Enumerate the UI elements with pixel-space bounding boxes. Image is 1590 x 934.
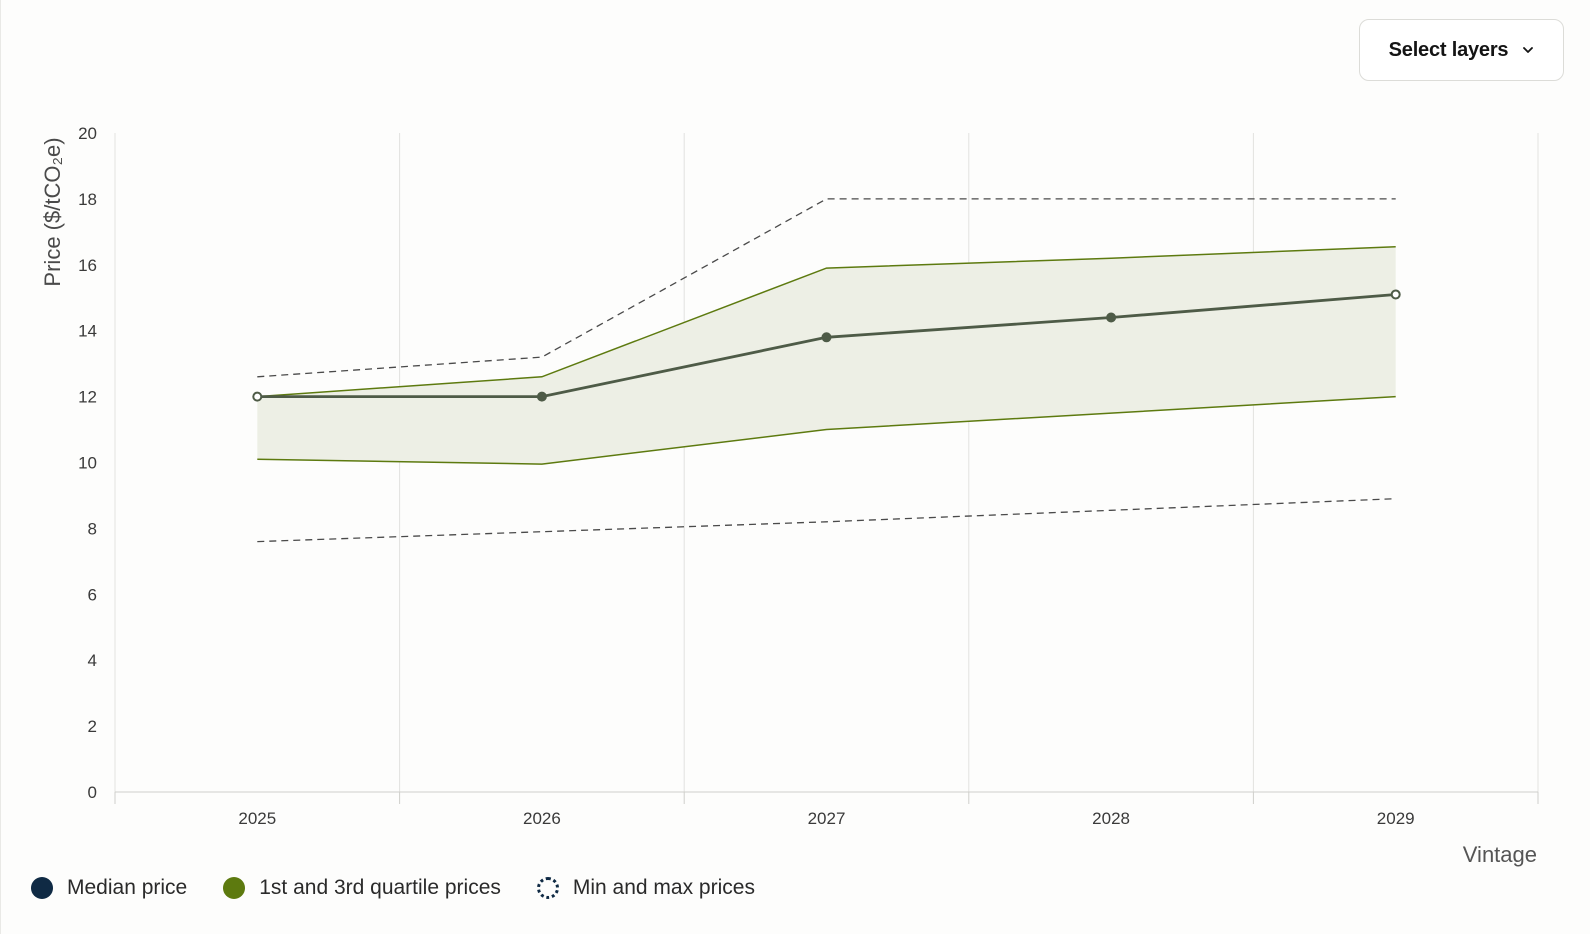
median-point [1106, 312, 1117, 323]
y-tick-label: 10 [78, 454, 97, 473]
select-layers-button[interactable]: Select layers [1359, 19, 1564, 81]
x-tick-label: 2029 [1377, 809, 1415, 828]
y-tick-label: 14 [78, 322, 97, 341]
legend-item-minmax[interactable]: Min and max prices [536, 876, 755, 900]
quartile-lower-line [257, 395, 1396, 465]
chart-legend: Median price 1st and 3rd quartile prices… [31, 872, 791, 904]
legend-item-median[interactable]: Median price [31, 876, 187, 900]
x-tick-label: 2025 [238, 809, 276, 828]
y-tick-label: 0 [88, 783, 97, 802]
quartile-band [257, 246, 1396, 465]
quartile-upper-line [257, 245, 1396, 398]
x-tick-label: 2027 [808, 809, 846, 828]
y-tick-label: 2 [88, 717, 97, 736]
y-axis-title: Price ($/tCO₂e) [40, 137, 65, 286]
chevron-down-icon [1523, 47, 1534, 53]
median-point [821, 332, 832, 343]
legend-label-minmax: Min and max prices [572, 876, 755, 899]
quartile-swatch-icon [223, 877, 246, 899]
x-tick-label: 2026 [523, 809, 561, 828]
median-point [252, 391, 263, 402]
x-tick-label: 2028 [1092, 809, 1130, 828]
median-point [536, 391, 547, 402]
x-axis-title: Vintage [1463, 842, 1537, 867]
min-price-line [257, 498, 1396, 543]
y-tick-label: 4 [88, 651, 97, 670]
y-tick-label: 8 [88, 519, 97, 538]
select-layers-label: Select layers [1388, 38, 1509, 61]
minmax-swatch-icon [536, 877, 559, 899]
legend-label-median: Median price [67, 876, 188, 899]
y-tick-label: 16 [78, 256, 97, 275]
median-swatch-icon [31, 877, 53, 899]
max-price-line [257, 198, 1396, 378]
y-tick-label: 12 [78, 388, 97, 407]
y-tick-label: 18 [78, 190, 97, 209]
median-point [1390, 289, 1401, 300]
y-tick-label: 6 [88, 585, 97, 604]
y-tick-label: 20 [78, 124, 97, 143]
legend-label-quartile: 1st and 3rd quartile prices [259, 876, 501, 899]
legend-item-quartile[interactable]: 1st and 3rd quartile prices [223, 876, 501, 900]
